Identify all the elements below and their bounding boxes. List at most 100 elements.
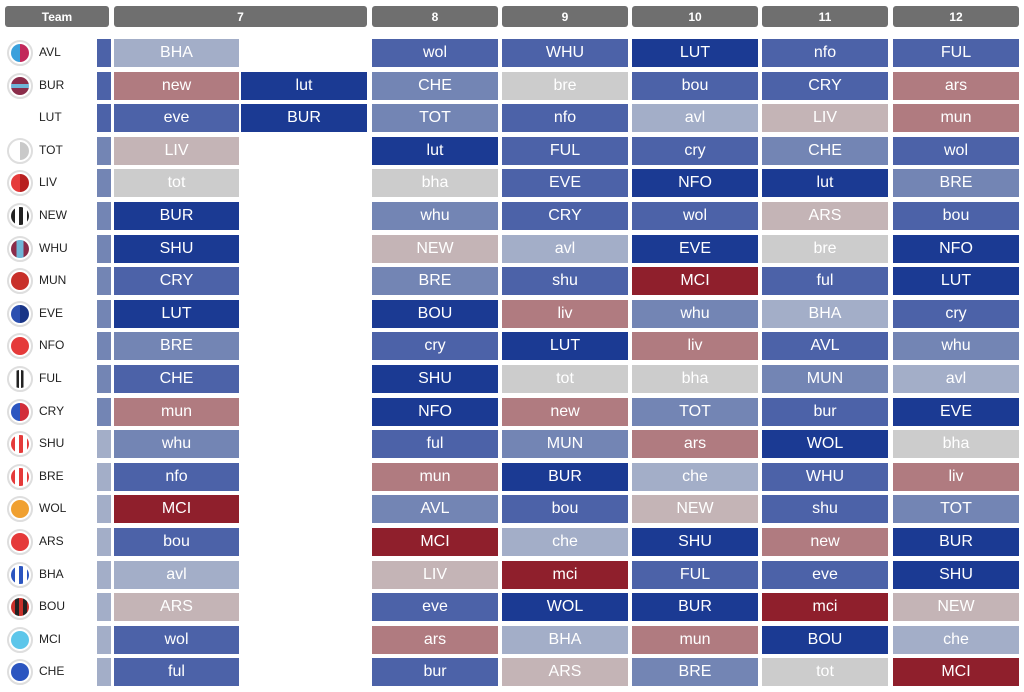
fixture-bur-gw7-1[interactable]: new <box>114 72 239 100</box>
fixture-lut-gw7-1[interactable]: eve <box>114 104 239 132</box>
fixture-che-gw10[interactable]: BRE <box>632 658 758 686</box>
fixture-mci-gw12[interactable]: che <box>893 626 1019 654</box>
fixture-nfo-gw12[interactable]: whu <box>893 332 1019 360</box>
fixture-bre-gw8[interactable]: mun <box>372 463 498 491</box>
fixture-bur-gw8[interactable]: CHE <box>372 72 498 100</box>
fixture-wol-gw11[interactable]: shu <box>762 495 888 523</box>
fixture-eve-gw10[interactable]: whu <box>632 300 758 328</box>
fixture-bou-gw10[interactable]: BUR <box>632 593 758 621</box>
fixture-che-gw11[interactable]: tot <box>762 658 888 686</box>
fixture-lut-gw11[interactable]: LIV <box>762 104 888 132</box>
fixture-cry-gw12[interactable]: EVE <box>893 398 1019 426</box>
fixture-wol-gw7[interactable]: MCI <box>114 495 239 523</box>
fixture-wol-gw10[interactable]: NEW <box>632 495 758 523</box>
gameweek-10-header[interactable]: 10 <box>632 6 758 27</box>
fixture-liv-gw11[interactable]: lut <box>762 169 888 197</box>
fixture-bha-gw10[interactable]: FUL <box>632 561 758 589</box>
team-che[interactable]: CHE <box>5 658 95 686</box>
gameweek-9-header[interactable]: 9 <box>502 6 628 27</box>
fixture-ful-gw11[interactable]: MUN <box>762 365 888 393</box>
fixture-liv-gw9[interactable]: EVE <box>502 169 628 197</box>
team-bre[interactable]: BRE <box>5 463 95 491</box>
gameweek-12-header[interactable]: 12 <box>893 6 1019 27</box>
fixture-whu-gw9[interactable]: avl <box>502 235 628 263</box>
fixture-new-gw10[interactable]: wol <box>632 202 758 230</box>
fixture-eve-gw12[interactable]: cry <box>893 300 1019 328</box>
fixture-ars-gw10[interactable]: SHU <box>632 528 758 556</box>
fixture-wol-gw12[interactable]: TOT <box>893 495 1019 523</box>
fixture-cry-gw8[interactable]: NFO <box>372 398 498 426</box>
fixture-avl-gw11[interactable]: nfo <box>762 39 888 67</box>
team-wol[interactable]: WOL <box>5 495 95 523</box>
fixture-nfo-gw11[interactable]: AVL <box>762 332 888 360</box>
fixture-cry-gw10[interactable]: TOT <box>632 398 758 426</box>
fixture-bur-gw12[interactable]: ars <box>893 72 1019 100</box>
fixture-bur-gw10[interactable]: bou <box>632 72 758 100</box>
fixture-avl-gw9[interactable]: WHU <box>502 39 628 67</box>
fixture-shu-gw7[interactable]: whu <box>114 430 239 458</box>
team-liv[interactable]: LIV <box>5 169 95 197</box>
fixture-bre-gw10[interactable]: che <box>632 463 758 491</box>
fixture-avl-gw10[interactable]: LUT <box>632 39 758 67</box>
fixture-mci-gw7[interactable]: wol <box>114 626 239 654</box>
fixture-lut-gw10[interactable]: avl <box>632 104 758 132</box>
fixture-nfo-gw10[interactable]: liv <box>632 332 758 360</box>
gameweek-7-header[interactable]: 7 <box>114 6 367 27</box>
team-new[interactable]: NEW <box>5 202 95 230</box>
fixture-avl-gw7[interactable]: BHA <box>114 39 239 67</box>
fixture-whu-gw11[interactable]: bre <box>762 235 888 263</box>
fixture-tot-gw10[interactable]: cry <box>632 137 758 165</box>
fixture-ars-gw9[interactable]: che <box>502 528 628 556</box>
fixture-liv-gw8[interactable]: bha <box>372 169 498 197</box>
fixture-ars-gw11[interactable]: new <box>762 528 888 556</box>
fixture-lut-gw9[interactable]: nfo <box>502 104 628 132</box>
fixture-new-gw9[interactable]: CRY <box>502 202 628 230</box>
team-mci[interactable]: MCI <box>5 626 95 654</box>
team-bha[interactable]: BHA <box>5 561 95 589</box>
fixture-bha-gw7[interactable]: avl <box>114 561 239 589</box>
fixture-ful-gw9[interactable]: tot <box>502 365 628 393</box>
fixture-mun-gw12[interactable]: LUT <box>893 267 1019 295</box>
fixture-mun-gw9[interactable]: shu <box>502 267 628 295</box>
team-avl[interactable]: AVL <box>5 39 95 67</box>
fixture-lut-gw7-2[interactable]: BUR <box>241 104 367 132</box>
team-mun[interactable]: MUN <box>5 267 95 295</box>
fixture-mun-gw10[interactable]: MCI <box>632 267 758 295</box>
fixture-ful-gw8[interactable]: SHU <box>372 365 498 393</box>
fixture-new-gw8[interactable]: whu <box>372 202 498 230</box>
fixture-bur-gw11[interactable]: CRY <box>762 72 888 100</box>
fixture-bre-gw9[interactable]: BUR <box>502 463 628 491</box>
fixture-eve-gw11[interactable]: BHA <box>762 300 888 328</box>
gameweek-11-header[interactable]: 11 <box>762 6 888 27</box>
fixture-mci-gw11[interactable]: BOU <box>762 626 888 654</box>
fixture-bou-gw12[interactable]: NEW <box>893 593 1019 621</box>
team-whu[interactable]: WHU <box>5 235 95 263</box>
fixture-bre-gw11[interactable]: WHU <box>762 463 888 491</box>
fixture-lut-gw12[interactable]: mun <box>893 104 1019 132</box>
fixture-nfo-gw9[interactable]: LUT <box>502 332 628 360</box>
fixture-bre-gw7[interactable]: nfo <box>114 463 239 491</box>
fixture-nfo-gw7[interactable]: BRE <box>114 332 239 360</box>
fixture-eve-gw9[interactable]: liv <box>502 300 628 328</box>
team-eve[interactable]: EVE <box>5 300 95 328</box>
fixture-new-gw12[interactable]: bou <box>893 202 1019 230</box>
fixture-bou-gw11[interactable]: mci <box>762 593 888 621</box>
fixture-che-gw7[interactable]: ful <box>114 658 239 686</box>
fixture-nfo-gw8[interactable]: cry <box>372 332 498 360</box>
fixture-eve-gw8[interactable]: BOU <box>372 300 498 328</box>
fixture-mun-gw8[interactable]: BRE <box>372 267 498 295</box>
team-bou[interactable]: BOU <box>5 593 95 621</box>
fixture-bha-gw8[interactable]: LIV <box>372 561 498 589</box>
fixture-new-gw11[interactable]: ARS <box>762 202 888 230</box>
fixture-tot-gw11[interactable]: CHE <box>762 137 888 165</box>
fixture-bha-gw9[interactable]: mci <box>502 561 628 589</box>
fixture-bre-gw12[interactable]: liv <box>893 463 1019 491</box>
fixture-mun-gw7[interactable]: CRY <box>114 267 239 295</box>
fixture-shu-gw9[interactable]: MUN <box>502 430 628 458</box>
fixture-wol-gw9[interactable]: bou <box>502 495 628 523</box>
fixture-whu-gw12[interactable]: NFO <box>893 235 1019 263</box>
fixture-ars-gw7[interactable]: bou <box>114 528 239 556</box>
fixture-avl-gw12[interactable]: FUL <box>893 39 1019 67</box>
fixture-shu-gw8[interactable]: ful <box>372 430 498 458</box>
fixture-che-gw8[interactable]: bur <box>372 658 498 686</box>
